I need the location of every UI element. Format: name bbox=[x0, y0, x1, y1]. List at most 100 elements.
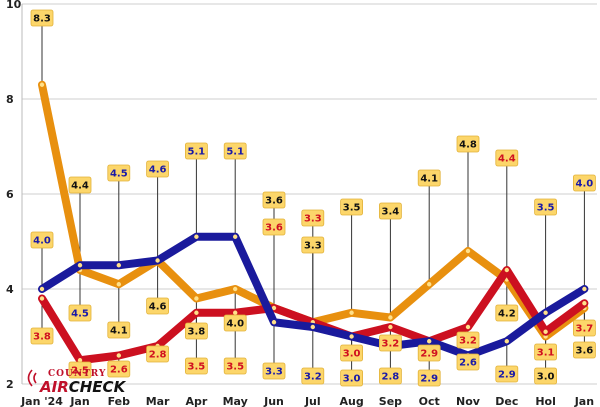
data-label-box bbox=[417, 169, 441, 187]
x-tick-label: Sep bbox=[379, 395, 402, 407]
x-tick-label: Hol bbox=[535, 395, 556, 407]
data-label-box bbox=[573, 319, 596, 337]
data-label: 3.5 bbox=[188, 362, 206, 373]
data-point bbox=[77, 263, 83, 268]
data-label-box bbox=[223, 357, 247, 375]
data-label-box bbox=[146, 345, 170, 363]
data-label-box bbox=[301, 209, 325, 227]
y-tick-label: 2 bbox=[6, 378, 14, 391]
data-label: 3.4 bbox=[382, 207, 400, 218]
data-label: 3.6 bbox=[265, 223, 283, 234]
x-tick-label: Dec bbox=[495, 395, 518, 407]
data-label-box bbox=[495, 365, 519, 383]
data-label-box bbox=[30, 327, 54, 345]
data-label-box bbox=[573, 341, 596, 359]
data-label-box bbox=[573, 174, 596, 192]
y-tick-label: 8 bbox=[6, 93, 14, 106]
logo-text-top: COUNTRY bbox=[48, 369, 106, 379]
data-point bbox=[427, 282, 432, 287]
data-point bbox=[427, 339, 432, 344]
x-tick-label: Aug bbox=[339, 395, 363, 407]
data-label: 4.1 bbox=[420, 174, 438, 185]
data-label: 2.9 bbox=[420, 374, 438, 385]
data-label: 5.1 bbox=[188, 147, 206, 158]
data-label-box bbox=[378, 334, 402, 352]
data-label: 4.4 bbox=[498, 154, 516, 165]
data-point bbox=[194, 310, 199, 315]
data-label: 2.8 bbox=[382, 372, 400, 383]
data-label-box bbox=[262, 218, 286, 236]
data-label: 3.0 bbox=[343, 374, 361, 385]
data-label: 2.9 bbox=[420, 349, 438, 360]
x-tick-label: Jul bbox=[304, 395, 321, 407]
data-label: 2.5 bbox=[71, 366, 89, 377]
x-tick-label: Oct bbox=[419, 395, 440, 407]
data-point bbox=[465, 248, 471, 254]
data-point bbox=[504, 339, 509, 344]
data-label-box bbox=[184, 322, 208, 340]
data-label: 4.0 bbox=[576, 179, 594, 190]
data-label-box bbox=[30, 9, 54, 27]
data-label-box bbox=[301, 236, 325, 254]
y-tick-label: 4 bbox=[6, 283, 14, 296]
data-point bbox=[39, 296, 45, 301]
data-label: 4.6 bbox=[149, 302, 167, 313]
data-label: 4.5 bbox=[71, 309, 89, 320]
data-label-box bbox=[262, 191, 286, 209]
data-label-box bbox=[30, 231, 54, 249]
data-label: 3.3 bbox=[304, 241, 322, 252]
data-label-box bbox=[68, 304, 92, 322]
y-tick-label: 10 bbox=[6, 0, 22, 11]
data-label-box bbox=[534, 343, 557, 361]
data-label-box bbox=[107, 164, 131, 182]
data-label-box bbox=[262, 362, 286, 380]
data-label: 3.5 bbox=[343, 203, 361, 214]
data-label-box bbox=[146, 297, 170, 315]
data-label: 4.0 bbox=[33, 236, 51, 247]
data-label: 3.5 bbox=[226, 362, 244, 373]
x-tick-label: Apr bbox=[185, 395, 207, 407]
data-label: 2.8 bbox=[149, 350, 167, 361]
grid bbox=[21, 3, 597, 385]
x-tick-label: Nov bbox=[456, 395, 481, 407]
data-point bbox=[194, 234, 199, 239]
data-label-box bbox=[184, 357, 208, 375]
data-label: 4.8 bbox=[459, 140, 477, 151]
data-label: 3.7 bbox=[576, 324, 594, 335]
data-point bbox=[155, 258, 160, 263]
data-label-box bbox=[340, 198, 364, 216]
data-labels: 8.3 4.0 3.8 4.4 4.5 2.5 4.1 4.5 2.6 4.6 4.6 2.8 3.8 5… bbox=[30, 9, 596, 387]
data-label: 3.8 bbox=[188, 327, 206, 338]
data-label-box bbox=[340, 344, 364, 362]
data-label-box bbox=[223, 142, 247, 160]
data-point bbox=[39, 286, 45, 292]
data-label-box bbox=[417, 369, 441, 387]
data-point bbox=[233, 310, 238, 315]
data-label: 4.2 bbox=[498, 309, 516, 320]
data-point bbox=[543, 310, 548, 315]
data-label-box bbox=[68, 361, 92, 379]
data-point bbox=[582, 301, 587, 306]
data-point bbox=[388, 315, 393, 320]
axis-ticks: 2 4 6 8 10 Jan '24 Jan Feb Mar Apr May Jun Jul Aug Sep… bbox=[6, 0, 594, 407]
logo-text-air: AIR bbox=[39, 378, 69, 396]
data-point bbox=[39, 82, 45, 87]
data-label: 3.8 bbox=[33, 332, 51, 343]
data-label-box bbox=[456, 331, 480, 349]
x-tick-label: Jun bbox=[263, 395, 284, 407]
data-label: 5.1 bbox=[226, 147, 244, 158]
data-label-box bbox=[495, 304, 519, 322]
data-point bbox=[233, 234, 238, 239]
data-point bbox=[271, 305, 277, 311]
country-aircheck-logo: COUNTRY AIRCHECK bbox=[27, 369, 127, 396]
data-label: 3.0 bbox=[537, 372, 555, 383]
data-point bbox=[349, 310, 354, 315]
data-label: 3.3 bbox=[304, 214, 322, 225]
data-point bbox=[116, 353, 122, 358]
data-label-box bbox=[378, 367, 402, 385]
data-point bbox=[310, 324, 315, 330]
data-label-box bbox=[340, 369, 364, 387]
data-label-box bbox=[417, 344, 441, 362]
data-label: 3.2 bbox=[304, 372, 322, 383]
